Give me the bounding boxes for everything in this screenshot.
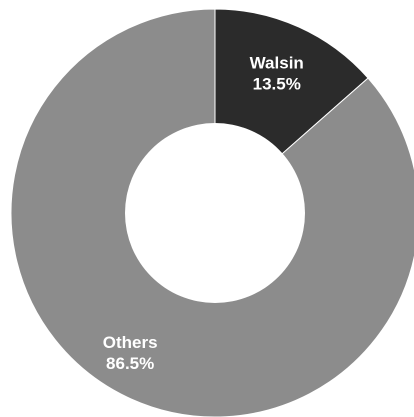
slice-name-walsin: Walsin [250,53,304,72]
slice-percent-others: 86.5% [106,354,154,373]
slice-label-others: Others 86.5% [103,333,158,373]
slice-label-walsin: Walsin 13.5% [250,53,304,93]
donut-hole [125,123,305,303]
slice-percent-walsin: 13.5% [253,74,301,93]
labels-group: Walsin 13.5% Others 86.5% [103,53,304,373]
slice-name-others: Others [103,333,158,352]
